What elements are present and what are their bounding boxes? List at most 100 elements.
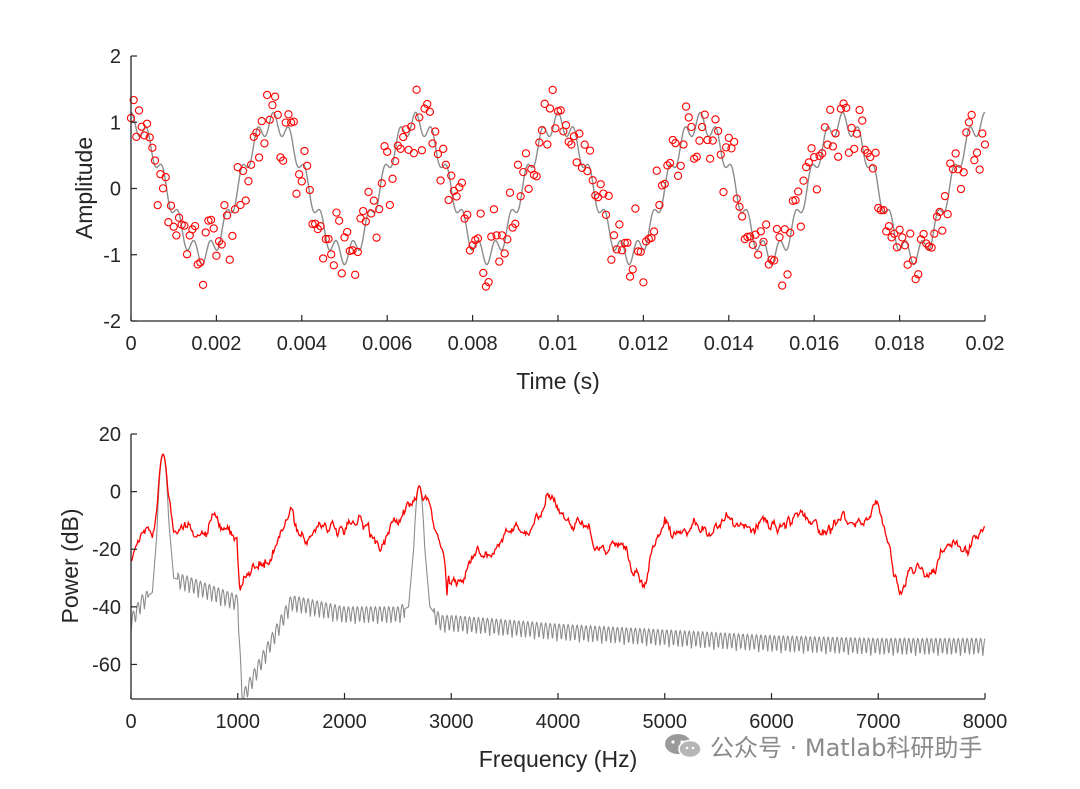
noisy-sample-marker — [786, 228, 795, 237]
noisy-spectrum-line — [130, 453, 986, 597]
noisy-sample-marker — [244, 177, 253, 186]
noisy-sample-marker — [876, 206, 886, 215]
noisy-sample-marker — [604, 191, 613, 200]
noisy-sample-marker — [938, 226, 947, 235]
noisy-sample-marker — [951, 149, 960, 158]
noisy-sample-marker — [220, 200, 229, 210]
noisy-sample-marker — [628, 265, 637, 274]
noisy-sample-marker — [479, 268, 488, 278]
noisy-sample-marker — [754, 250, 763, 259]
noisy-sample-marker — [495, 257, 504, 266]
x-tick-label: 5000 — [643, 711, 688, 733]
noisy-sample-marker — [252, 128, 261, 137]
noisy-sample-marker — [748, 240, 757, 249]
noisy-sample-marker — [519, 167, 528, 177]
noisy-sample-marker — [222, 211, 232, 220]
noisy-sample-marker — [978, 129, 987, 138]
noisy-sample-marker — [300, 146, 309, 156]
noisy-sample-marker — [962, 128, 971, 137]
noisy-sample-marker — [975, 165, 984, 174]
noisy-sample-marker — [746, 232, 755, 241]
noisy-sample-marker — [900, 241, 910, 250]
noisy-sample-marker — [297, 177, 306, 186]
noisy-sample-marker — [503, 235, 512, 244]
noisy-sample-marker — [967, 110, 976, 120]
noisy-sample-marker — [465, 246, 475, 255]
noisy-sample-marker — [940, 191, 950, 201]
noisy-sample-marker — [649, 227, 659, 236]
noisy-sample-marker — [898, 233, 907, 242]
noisy-sample-marker — [844, 148, 854, 157]
noisy-sample-marker — [569, 132, 579, 141]
noisy-sample-marker — [433, 149, 443, 159]
noisy-sample-marker — [770, 256, 779, 265]
noisy-sample-marker — [794, 187, 803, 196]
noisy-sample-marker — [262, 90, 272, 100]
noisy-sample-marker — [695, 136, 704, 145]
noisy-sample-marker — [166, 201, 176, 210]
noisy-sample-marker — [607, 255, 616, 264]
noisy-sample-marker — [561, 121, 571, 130]
noisy-sample-marker — [230, 205, 240, 214]
y-axis-label-top: Amplitude — [71, 137, 97, 239]
noisy-sample-marker — [497, 231, 507, 240]
noisy-sample-marker — [134, 106, 144, 115]
noisy-sample-marker — [431, 127, 440, 136]
noisy-sample-marker — [596, 180, 605, 189]
noisy-sample-marker — [423, 99, 432, 109]
noisy-sample-marker — [631, 204, 640, 213]
noisy-sample-marker — [129, 95, 138, 105]
noisy-sample-marker — [956, 184, 966, 194]
noisy-sample-marker — [310, 219, 320, 228]
noisy-sample-marker — [375, 204, 384, 214]
noisy-sample-marker — [476, 209, 485, 218]
noisy-sample-marker — [919, 229, 928, 239]
noisy-sample-marker — [367, 209, 376, 218]
noisy-sample-marker — [671, 138, 680, 148]
watermark-text: 公众号 · Matlab科研助手 — [710, 734, 983, 762]
noisy-sample-marker — [289, 117, 298, 126]
noisy-sample-marker — [575, 129, 584, 138]
noisy-sample-marker — [820, 123, 830, 132]
noisy-sample-marker — [927, 243, 936, 252]
noisy-sample-marker — [585, 146, 595, 155]
noisy-sample-marker — [265, 115, 274, 124]
noisy-sample-marker — [591, 191, 600, 200]
noisy-sample-marker — [567, 140, 576, 149]
noisy-sample-marker — [871, 148, 880, 157]
noisy-sample-marker — [759, 237, 768, 246]
noisy-sample-marker — [879, 205, 888, 215]
noisy-sample-marker — [799, 176, 808, 185]
noisy-sample-marker — [756, 227, 765, 236]
noisy-sample-marker — [313, 224, 322, 234]
noisy-sample-marker — [588, 176, 597, 185]
noisy-sample-marker — [524, 184, 533, 194]
noisy-sample-marker — [679, 140, 688, 149]
noisy-sample-marker — [148, 143, 157, 152]
noisy-sample-marker — [812, 185, 822, 194]
noisy-sample-marker — [316, 222, 325, 231]
noisy-sample-marker — [815, 151, 824, 160]
noisy-sample-marker — [439, 144, 448, 153]
noisy-sample-marker — [545, 104, 555, 113]
noisy-sample-marker — [772, 224, 781, 234]
noisy-sample-marker — [903, 260, 912, 269]
noisy-sample-marker — [932, 212, 942, 221]
noisy-sample-marker — [228, 231, 237, 241]
plot-area-top — [131, 56, 985, 321]
noisy-sample-marker — [684, 113, 693, 122]
x-tick-label: 0.002 — [191, 333, 241, 355]
noisy-sample-marker — [639, 278, 648, 287]
noisy-sample-marker — [583, 167, 592, 176]
noisy-sample-marker — [396, 144, 405, 153]
noisy-sample-marker — [447, 171, 456, 180]
noisy-sample-marker — [391, 156, 400, 166]
noisy-sample-marker — [412, 85, 421, 94]
noisy-sample-marker — [729, 137, 739, 146]
noisy-sample-marker — [212, 251, 221, 260]
noisy-sample-marker — [700, 110, 709, 119]
noisy-sample-marker — [353, 247, 362, 257]
noisy-sample-marker — [359, 206, 368, 216]
noisy-sample-marker — [764, 260, 773, 269]
noisy-sample-marker — [260, 139, 269, 148]
